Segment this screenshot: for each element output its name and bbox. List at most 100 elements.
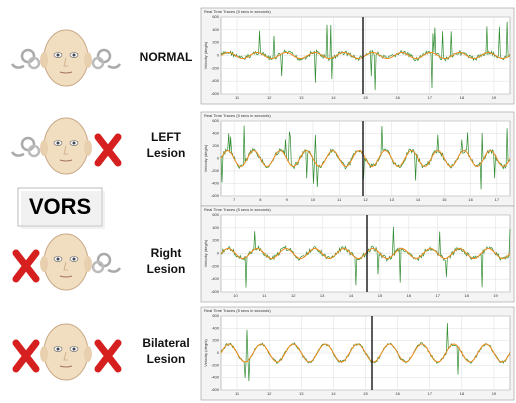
red-x	[12, 339, 40, 373]
red-x	[12, 249, 40, 283]
ear	[84, 52, 92, 68]
pupil	[72, 53, 76, 57]
y-tick-label: 200	[212, 338, 219, 343]
y-tick-label: 200	[212, 40, 219, 45]
x-tick-label: 17	[427, 391, 432, 396]
y-tick-label: 400	[212, 225, 219, 230]
mouth	[59, 159, 73, 162]
ear-canal	[96, 252, 112, 268]
y-tick-label: 0	[217, 251, 220, 256]
y-tick-label: -200	[211, 65, 220, 70]
ear	[40, 346, 48, 362]
row-label: Bilateral	[142, 336, 189, 350]
y-tick-label: 0	[217, 156, 220, 161]
x-tick-label: 8	[259, 197, 262, 202]
inner-ear	[10, 136, 41, 158]
y-tick-label: 600	[212, 14, 219, 19]
pupil	[72, 141, 76, 145]
mouth	[59, 71, 73, 74]
x-tick-label: 10	[233, 293, 238, 298]
trace-orange	[220, 149, 511, 168]
x-tick-label: 9	[286, 197, 289, 202]
y-tick-label: -600	[211, 289, 220, 294]
x-tick-label: 11	[262, 293, 267, 298]
y-tick-label: -400	[211, 78, 220, 83]
x-tick-label: 18	[460, 95, 465, 100]
nose	[63, 57, 68, 67]
y-tick-label: 600	[212, 212, 219, 217]
pupil	[72, 257, 76, 261]
ear-tube	[10, 151, 25, 157]
trace-orange	[220, 343, 511, 363]
ear-tube	[107, 267, 122, 273]
y-axis-label: Velocity (deg/s)	[203, 41, 208, 69]
y-tick-label: 600	[212, 118, 219, 123]
y-axis-label: Velocity (deg/s)	[203, 239, 208, 267]
y-tick-label: 400	[212, 325, 219, 330]
x-tick-label: 14	[416, 197, 421, 202]
x-tick-label: 15	[442, 197, 447, 202]
x-tick-label: 10	[311, 197, 316, 202]
x-tick-label: 7	[233, 197, 236, 202]
ear-canal	[96, 48, 112, 64]
y-tick-label: 400	[212, 131, 219, 136]
x-tick-label: 13	[299, 391, 304, 396]
y-tick-label: 600	[212, 313, 219, 318]
nose	[63, 351, 68, 361]
ear	[84, 256, 92, 272]
x-tick-label: 15	[363, 95, 368, 100]
vors-label: VORS	[29, 194, 91, 219]
x-tick-label: 16	[468, 197, 473, 202]
x-tick-label: 12	[267, 391, 272, 396]
x-tick-label: 13	[299, 95, 304, 100]
ear-canal	[91, 56, 105, 70]
panel-title: Real Time Traces (5 secs in seconds)	[204, 207, 271, 212]
vors-box	[17, 187, 103, 227]
x-tick-label: 14	[331, 391, 336, 396]
panel-title: Real Time Traces (5 secs in seconds)	[204, 113, 271, 118]
trace-green	[220, 226, 511, 288]
x-tick-label: 17	[436, 293, 441, 298]
x-tick-label: 12	[291, 293, 296, 298]
y-tick-label: 400	[212, 27, 219, 32]
ear-canal	[27, 56, 41, 70]
y-tick-label: -200	[211, 168, 220, 173]
y-tick-label: -600	[211, 193, 220, 198]
y-tick-label: 200	[212, 238, 219, 243]
x-tick-label: 17	[495, 197, 500, 202]
x-tick-label: 16	[395, 391, 400, 396]
mouth	[59, 365, 73, 368]
x-tick-label: 19	[492, 95, 497, 100]
y-axis-label: Velocity (deg/s)	[203, 339, 208, 367]
ear	[40, 140, 48, 156]
ear-tube	[10, 63, 25, 69]
y-tick-label: -400	[211, 276, 220, 281]
row-label: NORMAL	[140, 50, 193, 64]
ear	[84, 140, 92, 156]
x-tick-label: 11	[235, 95, 240, 100]
trace-green	[220, 125, 511, 190]
y-tick-label: 200	[212, 143, 219, 148]
pupil	[56, 347, 60, 351]
x-tick-label: 12	[363, 197, 368, 202]
x-tick-label: 19	[492, 391, 497, 396]
nose	[63, 145, 68, 155]
y-tick-label: -600	[211, 387, 220, 392]
row-label: Right	[151, 246, 182, 260]
red-x	[94, 133, 122, 167]
x-tick-label: 14	[331, 95, 336, 100]
pupil	[72, 347, 76, 351]
y-tick-label: -200	[211, 362, 220, 367]
pupil	[56, 53, 60, 57]
y-tick-label: -200	[211, 263, 220, 268]
row-label: Lesion	[147, 262, 186, 276]
row-label: LEFT	[151, 130, 182, 144]
y-tick-label: -400	[211, 375, 220, 380]
x-tick-label: 19	[493, 293, 498, 298]
x-tick-label: 16	[395, 95, 400, 100]
nose	[63, 261, 68, 271]
trace-orange	[220, 248, 511, 259]
y-tick-label: -600	[211, 91, 220, 96]
x-tick-label: 11	[337, 197, 342, 202]
